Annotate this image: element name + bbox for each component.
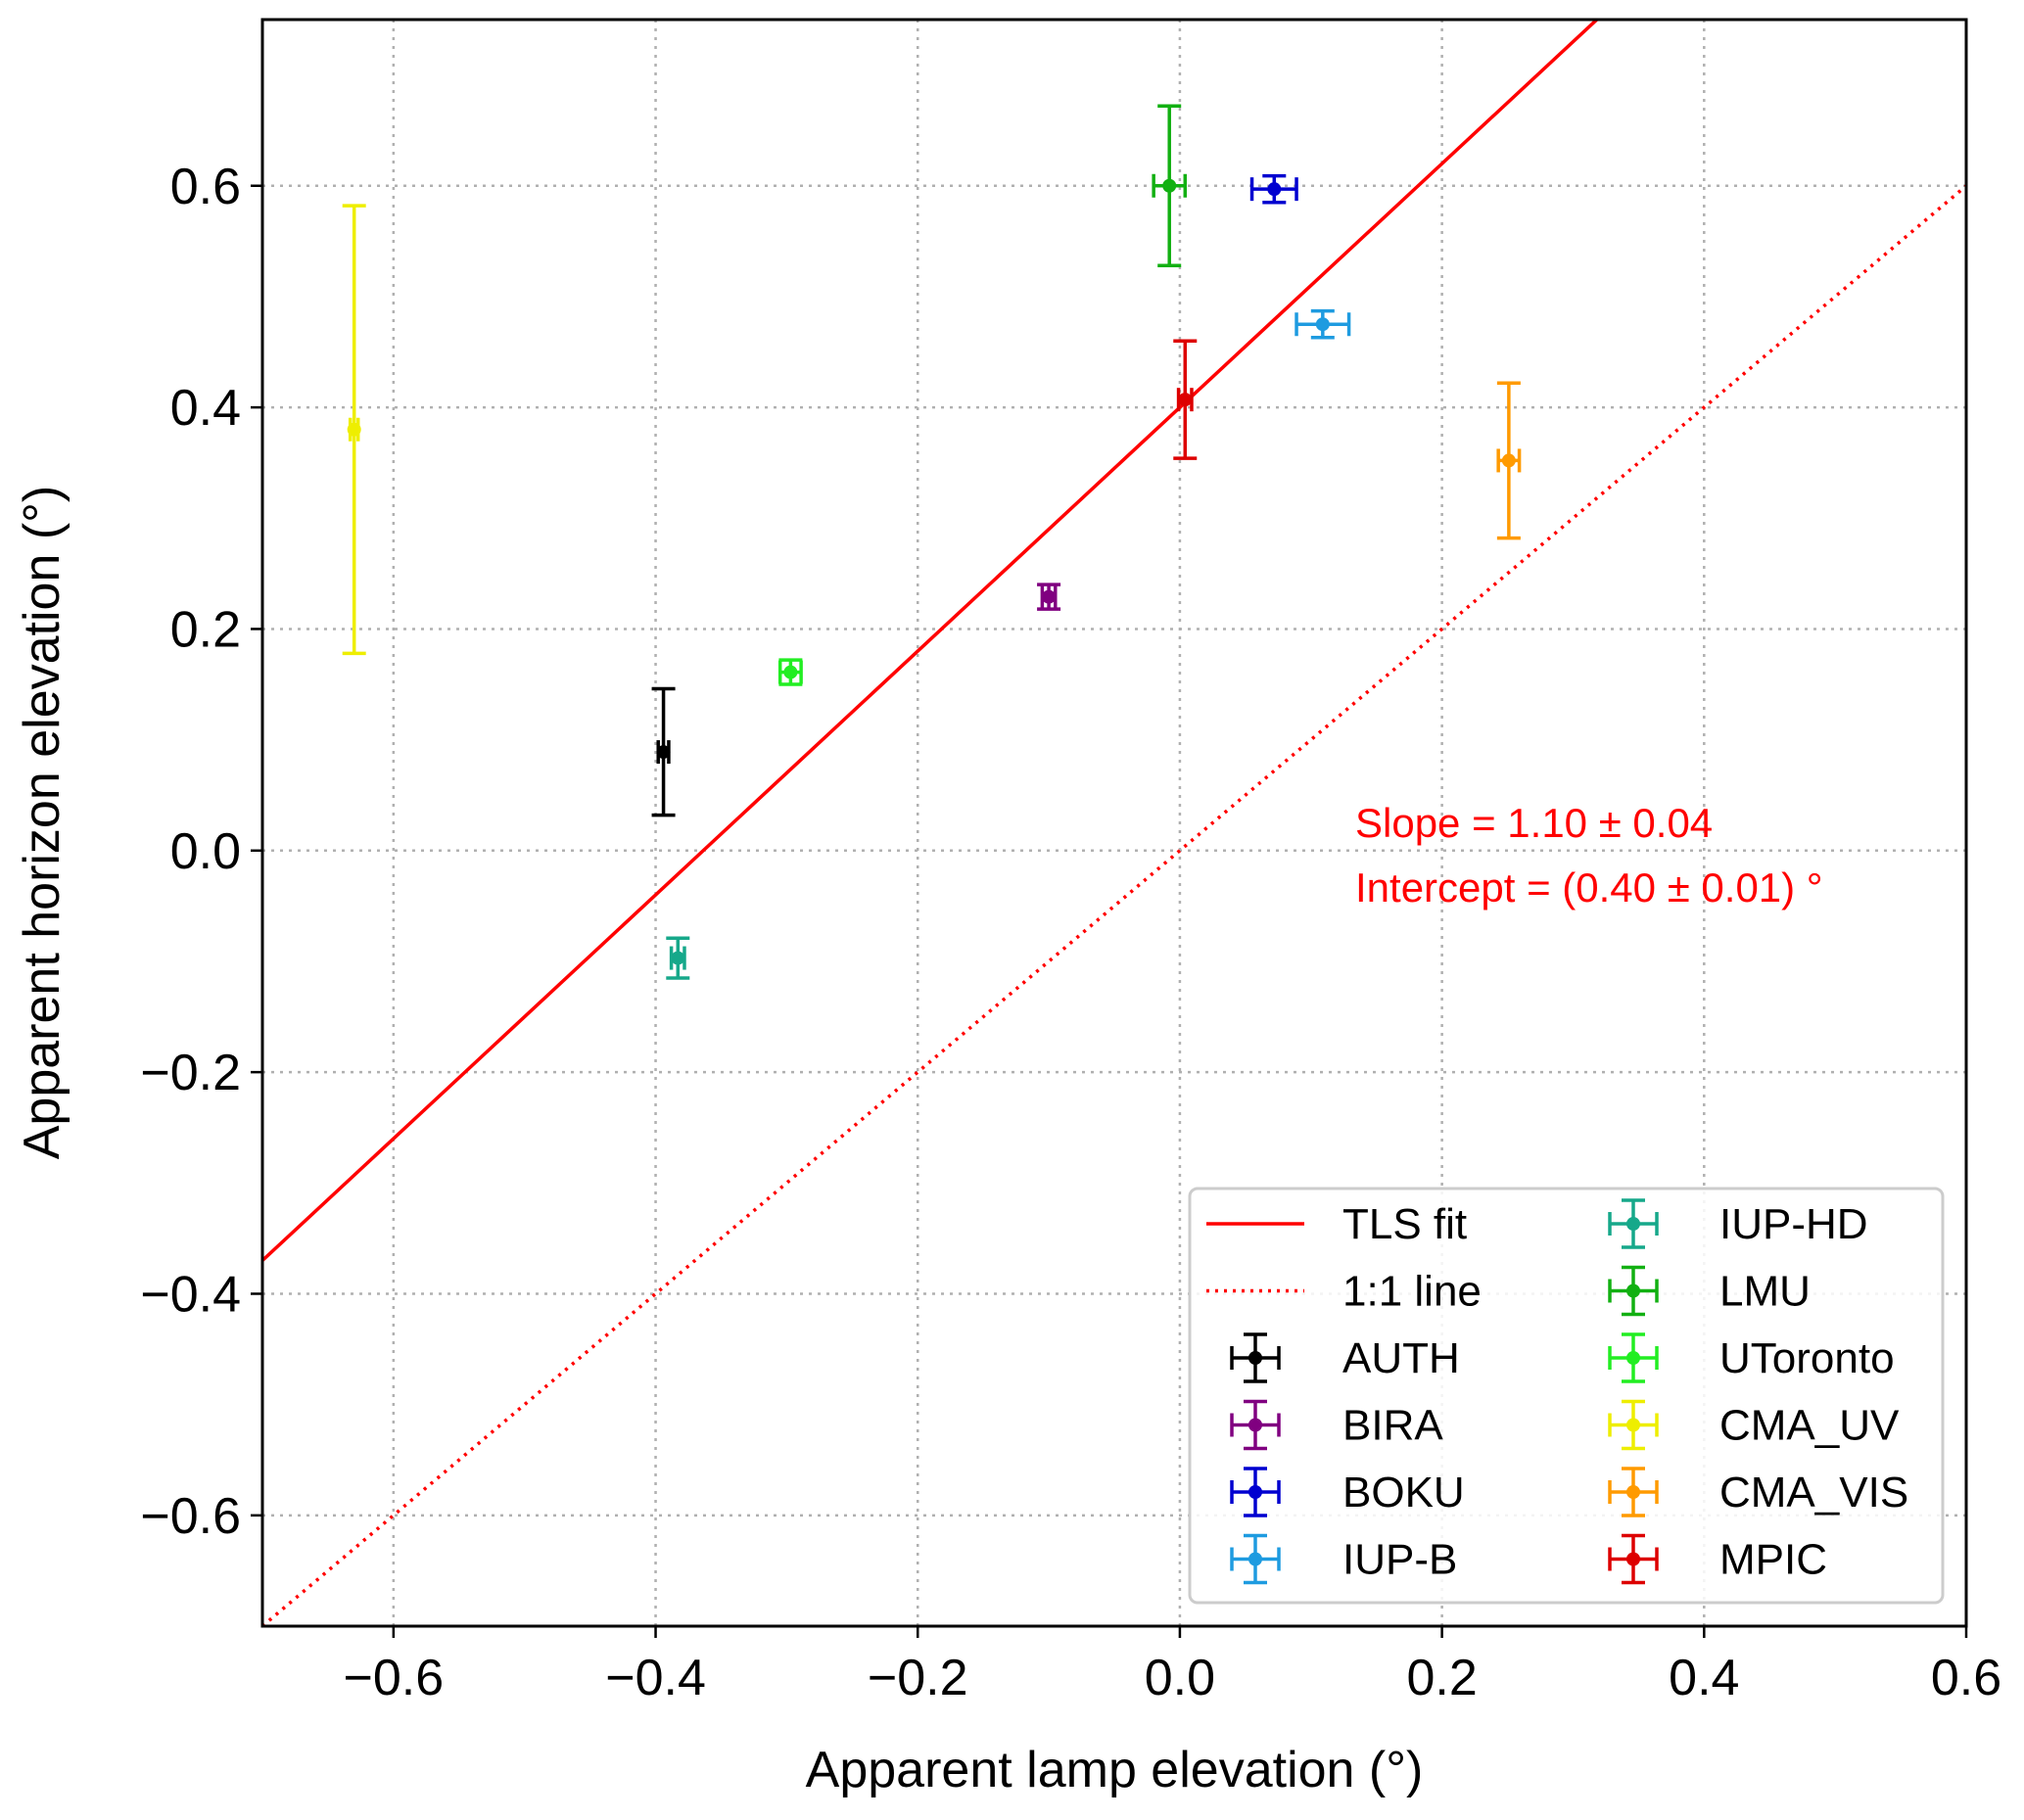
point-marker bbox=[1315, 317, 1330, 332]
legend-swatch-marker bbox=[1626, 1283, 1640, 1298]
legend-item-auth: AUTH bbox=[1230, 1332, 1460, 1383]
legend-label: CMA_UV bbox=[1719, 1402, 1900, 1450]
legend-label: AUTH bbox=[1342, 1334, 1460, 1382]
legend-label: LMU bbox=[1719, 1268, 1811, 1316]
legend-item-iup-b: IUP-B bbox=[1230, 1533, 1457, 1585]
data-point-iup-hd bbox=[666, 936, 690, 980]
point-marker bbox=[1162, 178, 1177, 193]
legend-item-cma-vis: CMA_VIS bbox=[1608, 1467, 1908, 1517]
y-tick-label: 0.6 bbox=[170, 159, 241, 215]
legend-item-cma-uv: CMA_UV bbox=[1608, 1399, 1900, 1451]
y-tick-label: −0.6 bbox=[140, 1488, 241, 1545]
x-tick-label: 0.6 bbox=[1931, 1650, 2001, 1706]
legend-item-iup-hd: IUP-HD bbox=[1608, 1198, 1868, 1249]
legend: TLS fit 1:1 line AUTH BIRA BOKU IUP-B IUP-HD LM… bbox=[1188, 1187, 1945, 1605]
plot-frame bbox=[260, 18, 1968, 1628]
y-tick-label: −0.4 bbox=[140, 1266, 241, 1323]
legend-swatch-marker bbox=[1626, 1485, 1640, 1499]
data-point-mpic bbox=[1173, 339, 1198, 460]
data-point-lmu bbox=[1152, 104, 1188, 267]
y-axis-label: Apparent horizon elevation (°) bbox=[14, 486, 71, 1160]
legend-label: IUP-HD bbox=[1719, 1200, 1868, 1248]
legend-swatch-marker bbox=[1626, 1552, 1640, 1566]
legend-item-utoronto: UToronto bbox=[1608, 1332, 1895, 1383]
legend-item-mpic: MPIC bbox=[1608, 1533, 1827, 1585]
data-point-cma_uv bbox=[342, 204, 366, 656]
x-tick-label: −0.4 bbox=[605, 1650, 706, 1706]
tls-fit-line bbox=[262, 20, 1600, 1262]
data-points bbox=[342, 104, 1522, 980]
legend-item-bira: BIRA bbox=[1230, 1399, 1443, 1451]
legend-label: CMA_VIS bbox=[1719, 1469, 1908, 1517]
legend-item-boku: BOKU bbox=[1230, 1467, 1465, 1517]
point-marker bbox=[671, 951, 685, 965]
legend-swatch-marker bbox=[1248, 1552, 1262, 1566]
legend-swatch-marker bbox=[1248, 1418, 1262, 1432]
y-tick-label: 0.4 bbox=[170, 380, 241, 437]
legend-box bbox=[1188, 1187, 1945, 1605]
legend-swatch-marker bbox=[1626, 1418, 1640, 1432]
legend-swatch-marker bbox=[1248, 1351, 1262, 1365]
data-point-cma_vis bbox=[1496, 381, 1522, 540]
data-point-bira bbox=[1037, 583, 1061, 611]
legend-label: 1:1 line bbox=[1342, 1268, 1482, 1316]
point-marker bbox=[656, 745, 671, 760]
x-tick-label: 0.2 bbox=[1406, 1650, 1477, 1706]
data-point-iup-b bbox=[1294, 308, 1351, 340]
point-marker bbox=[1267, 182, 1282, 197]
x-tick-label: −0.2 bbox=[868, 1650, 968, 1706]
one-to-one-line bbox=[262, 184, 1966, 1626]
x-tick-label: 0.4 bbox=[1669, 1650, 1739, 1706]
x-tick-label: −0.6 bbox=[344, 1650, 445, 1706]
point-marker bbox=[1042, 589, 1057, 604]
annotation-intercept: Intercept = (0.40 ± 0.01) ° bbox=[1355, 864, 1823, 910]
data-point-utoronto bbox=[777, 658, 803, 686]
point-marker bbox=[347, 422, 361, 437]
legend-swatch-marker bbox=[1248, 1485, 1262, 1499]
axis-ticks: −0.6 −0.4 −0.2 0.0 0.2 0.4 0.6 −0.6 −0.4 −0.2 0.0 0… bbox=[140, 159, 2001, 1706]
legend-label: IUP-B bbox=[1342, 1536, 1457, 1584]
y-tick-label: 0.2 bbox=[170, 601, 241, 658]
legend-label: UToronto bbox=[1719, 1334, 1895, 1382]
y-tick-label: −0.2 bbox=[140, 1045, 241, 1101]
data-point-auth bbox=[651, 686, 676, 817]
legend-item-1-1-line: 1:1 line bbox=[1206, 1268, 1482, 1316]
point-marker bbox=[1501, 453, 1516, 468]
legend-swatch-marker bbox=[1626, 1217, 1640, 1231]
x-axis-label: Apparent lamp elevation (°) bbox=[806, 1742, 1424, 1798]
point-marker bbox=[783, 665, 798, 679]
legend-label: MPIC bbox=[1719, 1536, 1827, 1584]
legend-swatch-marker bbox=[1626, 1351, 1640, 1365]
legend-label: TLS fit bbox=[1342, 1200, 1467, 1248]
point-marker bbox=[1178, 393, 1193, 407]
x-tick-label: 0.0 bbox=[1145, 1650, 1215, 1706]
annotation-slope: Slope = 1.10 ± 0.04 bbox=[1355, 800, 1713, 846]
legend-label: BOKU bbox=[1342, 1469, 1465, 1517]
data-point-boku bbox=[1249, 173, 1298, 205]
y-tick-label: 0.0 bbox=[170, 823, 241, 880]
legend-item-tls-fit: TLS fit bbox=[1206, 1200, 1467, 1248]
legend-item-lmu: LMU bbox=[1608, 1265, 1811, 1317]
fit-lines bbox=[262, 20, 1966, 1626]
legend-label: BIRA bbox=[1342, 1402, 1443, 1450]
